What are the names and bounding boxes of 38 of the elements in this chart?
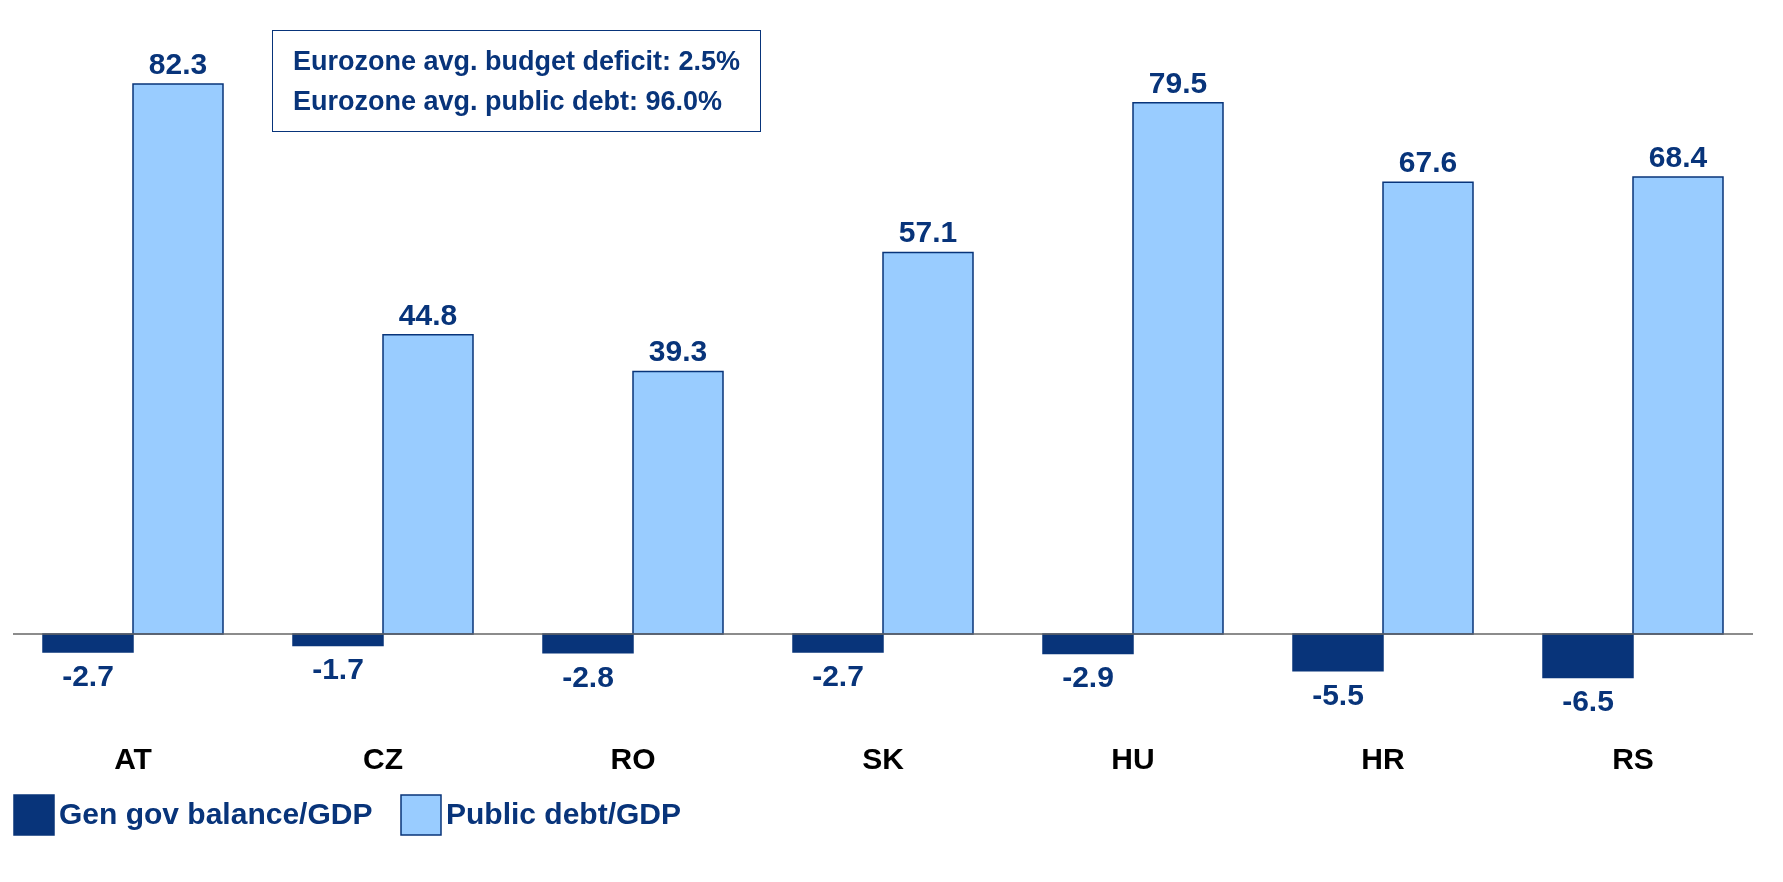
data-label: -2.7 — [62, 659, 114, 693]
bar — [792, 633, 884, 653]
x-tick-label: CZ — [363, 741, 403, 775]
x-tick-label: SK — [862, 741, 905, 775]
bar — [382, 333, 474, 635]
bar — [1292, 633, 1384, 672]
bar — [1132, 101, 1224, 635]
bar — [882, 251, 974, 635]
bar — [132, 83, 224, 635]
bar — [542, 633, 634, 654]
data-label: -2.8 — [562, 659, 614, 693]
data-label: 68.4 — [1648, 139, 1708, 173]
data-label: -6.5 — [1562, 684, 1614, 718]
data-label: -5.5 — [1312, 677, 1364, 711]
bar — [1042, 633, 1134, 655]
data-label: -2.7 — [812, 659, 864, 693]
data-label: 82.3 — [148, 47, 208, 80]
text: Eurozone avg. budget deficit: 2.5% — [293, 45, 741, 78]
bar — [632, 370, 724, 635]
data-label: 44.8 — [398, 297, 458, 331]
legend-label: Gen gov balance/GDP — [59, 797, 373, 830]
data-label: 39.3 — [648, 334, 708, 368]
bar — [42, 633, 134, 653]
data-label: -1.7 — [312, 652, 364, 686]
data-label: 79.5 — [1148, 65, 1208, 99]
annotation: Eurozone avg. public debt: 96.0% — [293, 85, 724, 118]
x-tick-label: RO — [610, 741, 656, 775]
x-tick-label: HU — [1111, 741, 1155, 775]
data-label: 57.1 — [898, 215, 958, 249]
bar — [1542, 633, 1634, 679]
legend-label: Public debt/GDP — [446, 797, 682, 830]
x-tick-label: AT — [114, 741, 152, 775]
bar — [1632, 176, 1724, 635]
bar — [1382, 181, 1474, 635]
x-tick-label: RS — [1612, 741, 1654, 775]
data-label: 67.6 — [1398, 145, 1458, 179]
data-label: -2.9 — [1062, 660, 1114, 694]
x-tick-label: HR — [1361, 741, 1405, 775]
